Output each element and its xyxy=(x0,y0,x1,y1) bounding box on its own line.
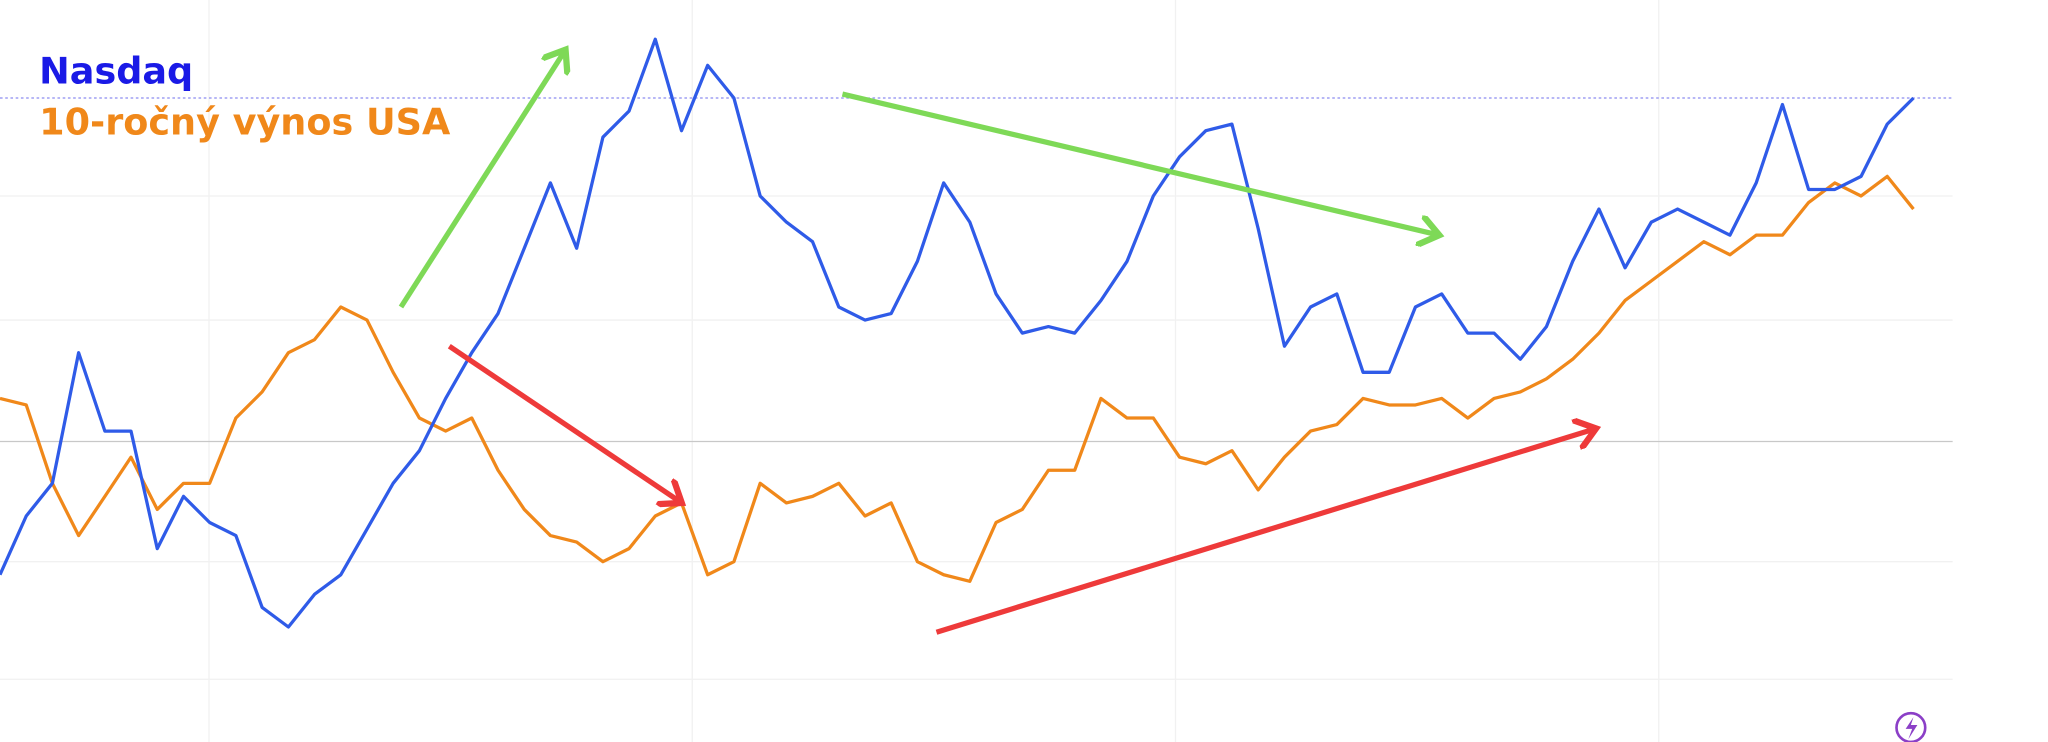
arrow-up xyxy=(935,428,1596,635)
background-grid xyxy=(0,0,1953,742)
series-line xyxy=(0,37,1915,629)
arrows xyxy=(398,50,1596,635)
legend-entry: Nasdaq xyxy=(39,50,193,93)
lines xyxy=(0,37,1915,629)
logo-icon xyxy=(1895,711,1927,742)
series-line xyxy=(0,174,1915,583)
arrow-down xyxy=(447,344,681,503)
legend-entry: 10-ročný výnos USA xyxy=(39,101,451,144)
arrow-up xyxy=(398,50,566,309)
arrow-down xyxy=(841,91,1439,235)
